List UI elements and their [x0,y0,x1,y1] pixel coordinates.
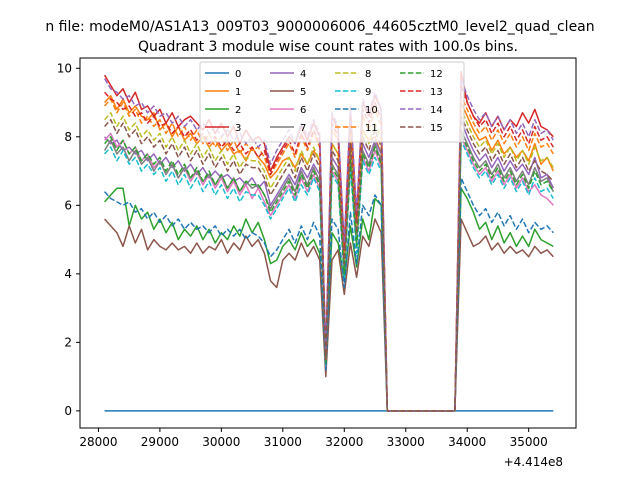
legend-label: 11 [365,123,378,134]
x-tick-label: 31000 [264,435,302,449]
legend-frame [199,61,465,143]
legend-entry-13: 13 [400,87,443,98]
legend-label: 7 [300,123,306,134]
x-tick-label: 34000 [448,435,486,449]
legend-label: 2 [235,105,241,116]
x-tick-label: 33000 [387,435,425,449]
legend-entry-2: 2 [205,105,241,116]
y-tick-label: 6 [64,198,72,212]
legend-label: 13 [430,87,443,98]
legend-entry-7: 7 [270,123,306,134]
legend-label: 6 [300,105,306,116]
legend-label: 1 [235,87,241,98]
legend-label: 4 [300,69,306,80]
legend-entry-3: 3 [205,123,241,134]
x-tick-label: 28000 [79,435,117,449]
y-tick-label: 8 [64,130,72,144]
chart-title: Quadrant 3 module wise count rates with … [138,39,518,55]
legend-label: 3 [235,123,241,134]
series-line-15 [104,115,554,412]
legend-label: 0 [235,69,241,80]
series-line-5 [104,218,554,412]
y-tick-label: 2 [64,335,72,349]
series-layer [103,70,554,412]
legend-label: 10 [365,105,378,116]
x-offset-label: +4.414e8 [504,455,563,469]
legend-entry-12: 12 [400,69,443,80]
y-tick-label: 10 [57,61,72,75]
x-tick-label: 35000 [510,435,548,449]
plot-frame [79,57,577,429]
legend-entry-6: 6 [270,105,306,116]
legend-entry-5: 5 [270,87,306,98]
legend-entry-10: 10 [335,105,378,116]
legend-entry-11: 11 [335,123,378,134]
y-tick-label: 0 [64,404,72,418]
series-line-10 [104,177,554,412]
legend-entry-1: 1 [205,87,241,98]
legend-label: 5 [300,87,306,98]
legend-label: 12 [430,69,443,80]
legend-entry-9: 9 [335,87,371,98]
legend-entry-15: 15 [400,123,443,134]
chart-suptitle: n file: modeM0/AS1A13_009T03_9000006006_… [45,19,594,35]
legend-label: 9 [365,87,371,98]
legend-entry-14: 14 [400,105,443,116]
legend-label: 8 [365,69,371,80]
x-tick-label: 32000 [325,435,363,449]
axes-layer: 28000 29000 30000 31000 32000 33000 34000 35000… [57,61,548,449]
legend-label: 14 [430,105,443,116]
y-tick-label: 4 [64,267,72,281]
legend-entry-4: 4 [270,69,306,80]
legend-entry-8: 8 [335,69,371,80]
legend-label: 15 [430,123,443,134]
x-tick-label: 30000 [202,435,240,449]
legend-entry-0: 0 [205,69,241,80]
x-tick-label: 29000 [141,435,179,449]
series-line-8 [104,108,554,412]
